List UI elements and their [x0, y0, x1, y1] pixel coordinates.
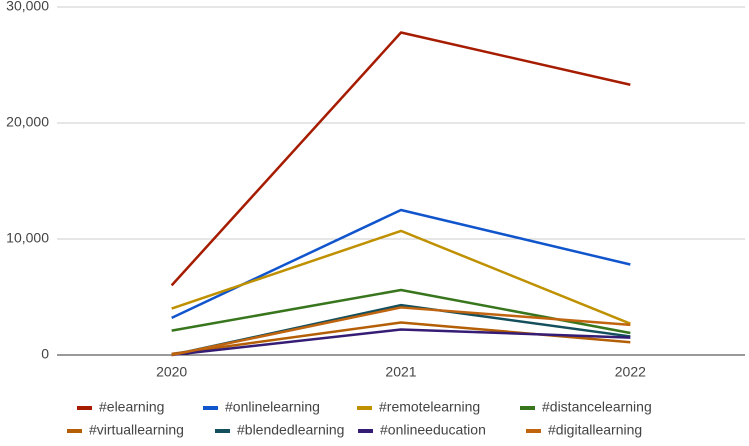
line-series	[171, 328, 631, 357]
legend-label: #digitallearning	[548, 422, 642, 438]
legend-label: #blendedlearning	[237, 422, 344, 438]
line-series	[171, 208, 631, 320]
legend-label: #onlinelearning	[225, 399, 320, 415]
line-series	[171, 229, 631, 325]
legend-label: #onlineeducation	[380, 422, 486, 438]
x-tick-label: 2020	[156, 364, 187, 380]
x-tick-label: 2022	[615, 364, 646, 380]
legend-label: #remotelearning	[379, 399, 480, 415]
y-tick-label: 10,000	[6, 230, 49, 246]
legend-label: #elearning	[99, 399, 164, 415]
line-series	[170, 31, 631, 287]
legend-label: #distancelearning	[542, 399, 652, 415]
y-tick-label: 30,000	[6, 0, 49, 14]
y-tick-label: 0	[41, 346, 49, 362]
line-series	[171, 306, 631, 357]
y-tick-label: 20,000	[6, 114, 49, 130]
x-tick-label: 2021	[385, 364, 416, 380]
legend-label: #virtuallearning	[89, 422, 184, 438]
